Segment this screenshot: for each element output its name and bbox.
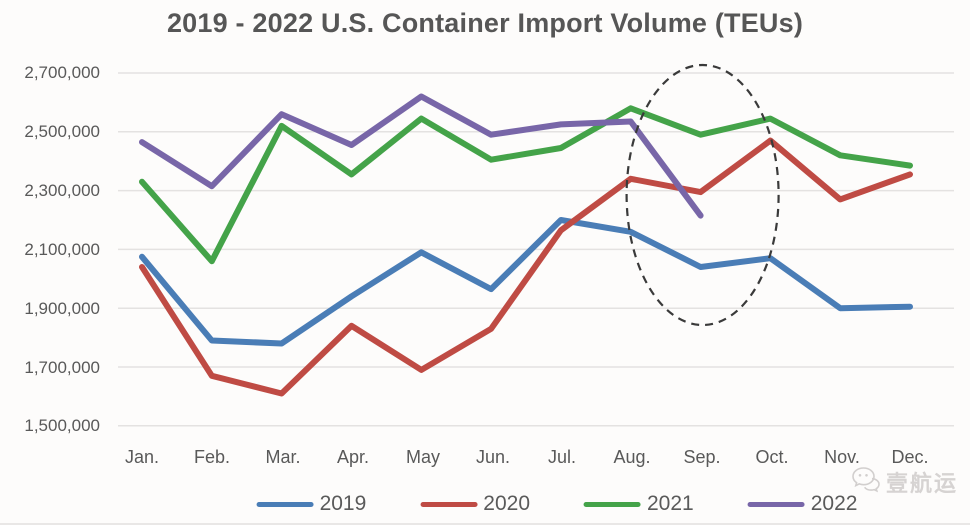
legend-swatch-2019: [256, 501, 314, 507]
legend-item-2019: 2019: [256, 492, 367, 516]
bottom-divider: [0, 523, 970, 525]
legend-item-2022: 2022: [747, 492, 858, 516]
legend-swatch-2021: [584, 501, 641, 507]
chart-title: 2019 - 2022 U.S. Container Import Volume…: [166, 8, 804, 38]
watermark-text: 壹航运: [885, 471, 958, 496]
series-line-2021: [139, 105, 913, 265]
x-tick-label: Aug.: [613, 447, 651, 467]
x-tick-label: Dec.: [891, 447, 929, 467]
y-tick-label: 1,700,000: [24, 358, 100, 377]
legend-label-2021: 2021: [647, 492, 694, 515]
y-tick-label: 2,100,000: [24, 240, 100, 259]
legend-label-2022: 2022: [810, 492, 858, 515]
y-tick-label: 1,900,000: [24, 299, 100, 318]
chat-bubbles-icon: [851, 466, 881, 498]
x-tick-label: Feb.: [193, 447, 231, 467]
highlight-ellipse-annotation: [625, 63, 780, 327]
y-tick-label: 2,300,000: [24, 181, 100, 200]
x-tick-label: May: [405, 447, 441, 467]
legend-swatch-2020: [420, 501, 478, 507]
x-tick-label: Jan.: [124, 447, 160, 467]
legend-item-2021: 2021: [584, 492, 694, 516]
x-tick-label: Jun.: [475, 447, 511, 467]
chart-legend: 2019 2020 2021 2022: [256, 492, 858, 516]
x-tick-label: Oct.: [755, 447, 789, 467]
series-line-2020: [139, 137, 913, 397]
y-tick-label: 2,500,000: [24, 122, 100, 141]
legend-swatch-2022: [747, 501, 805, 507]
series-line-2022: [139, 93, 704, 219]
legend-label-2020: 2020: [483, 492, 530, 515]
x-tick-label: Mar.: [265, 447, 301, 467]
legend-label-2019: 2019: [319, 492, 367, 515]
x-tick-label: Sep.: [683, 447, 721, 467]
x-tick-label: Nov.: [824, 447, 860, 467]
x-tick-label: Jul.: [547, 447, 577, 467]
series-line-2019: [139, 217, 913, 347]
watermark: 壹航运: [851, 466, 958, 498]
legend-item-2020: 2020: [420, 492, 530, 516]
y-tick-label: 2,700,000: [24, 63, 100, 82]
y-tick-label: 1,500,000: [24, 416, 100, 435]
x-tick-label: Apr.: [336, 447, 370, 467]
